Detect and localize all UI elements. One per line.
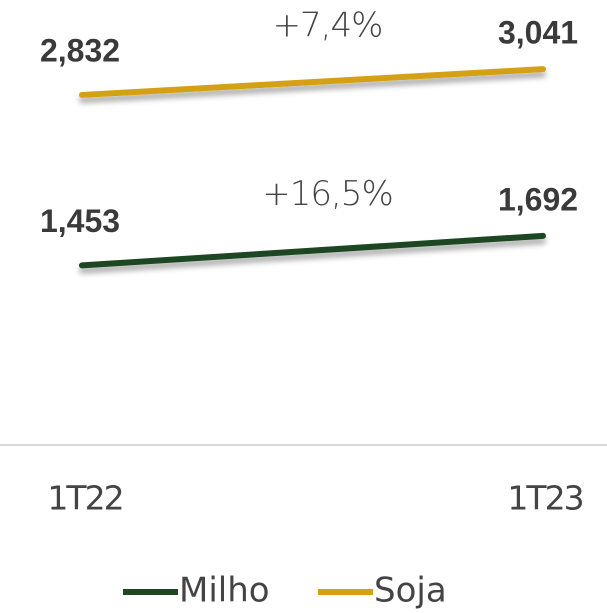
value-label: 3,041 — [498, 15, 578, 51]
value-label: 2,832 — [40, 32, 120, 68]
legend-label: Milho — [179, 571, 270, 611]
x-tick-label: 1T22 — [47, 479, 122, 518]
legend-label: Soja — [374, 571, 447, 611]
value-label: 1,692 — [498, 181, 578, 217]
series-line — [79, 232, 546, 269]
annotation: +7,4% — [273, 6, 383, 46]
x-tick-label: 1T23 — [507, 479, 582, 518]
series-line — [79, 66, 546, 98]
annotation: +16,5% — [262, 174, 393, 214]
value-label: 1,453 — [40, 203, 120, 239]
